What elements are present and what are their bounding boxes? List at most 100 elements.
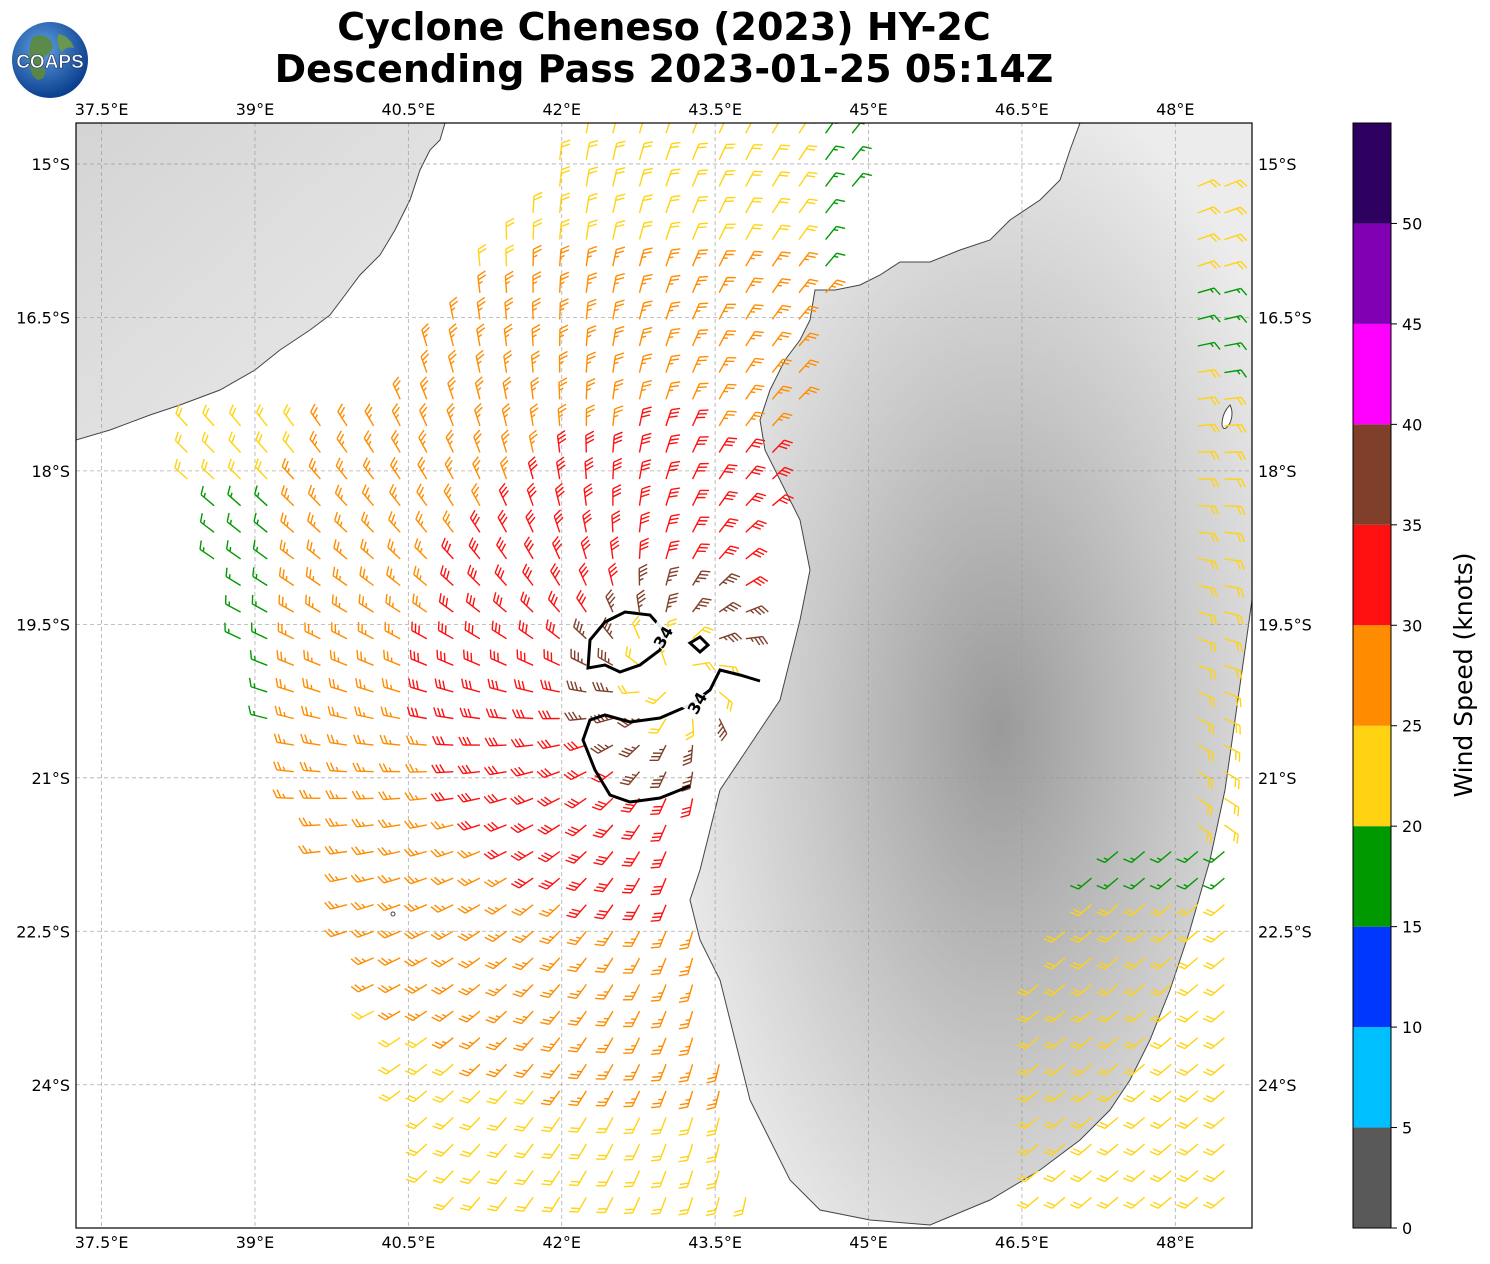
wind-barb [388, 511, 401, 533]
wind-barb [442, 510, 454, 533]
lon-tick-label-bottom: 42°E [543, 1233, 581, 1252]
wind-barb [459, 1170, 481, 1185]
wind-barb [585, 123, 591, 134]
wind-barb [377, 983, 401, 994]
wind-barb [1197, 287, 1221, 296]
wind-barb [1149, 877, 1172, 890]
wind-barb [305, 566, 321, 587]
wind-barb [467, 564, 481, 586]
lon-tick-label-top: 43.5°E [688, 100, 742, 119]
wind-barb [305, 594, 321, 613]
wind-barb [283, 403, 295, 427]
wind-barb [350, 956, 374, 966]
wind-barb [570, 648, 587, 666]
wind-barb [487, 1196, 508, 1212]
wind-barb [718, 545, 740, 560]
wind-barb [1149, 1037, 1172, 1050]
wind-barb [1016, 983, 1039, 997]
wind-barb [350, 929, 374, 938]
wind-barb [559, 165, 571, 187]
wind-barb [464, 621, 481, 640]
wind-barb [511, 709, 534, 720]
wind-barb [1224, 664, 1243, 680]
wind-barb [745, 170, 763, 187]
wind-barb [531, 323, 541, 347]
wind-barb [333, 539, 348, 560]
wind-barb [472, 456, 481, 480]
wind-barb [275, 677, 295, 693]
wind-barb [337, 403, 348, 427]
wind-barb [559, 324, 569, 347]
wind-barb [225, 567, 241, 587]
wind-barb [585, 404, 595, 426]
wind-barb [718, 383, 737, 400]
wind-barb [583, 483, 593, 506]
wind-barb [1069, 1116, 1092, 1130]
wind-barb [458, 736, 480, 746]
wind-barb [483, 793, 507, 804]
wind-barb [459, 1090, 481, 1104]
wind-barb [567, 1010, 587, 1026]
wind-barb [559, 139, 571, 160]
wind-barb [638, 123, 645, 134]
wind-barb [745, 304, 764, 320]
wind-barb [566, 930, 587, 946]
colorbar-bin [1353, 1027, 1391, 1128]
wind-barb [771, 123, 788, 134]
wind-barb [390, 429, 401, 453]
wind-barb [539, 930, 561, 945]
wind-barb [1149, 930, 1172, 943]
wind-barb [691, 329, 709, 347]
colorbar-tick-label: 5 [1402, 1119, 1412, 1138]
wind-barb [1069, 1143, 1092, 1156]
wind-barb [438, 593, 454, 613]
lon-labels-top: 37.5°E 39°E 40.5°E 42°E 43.5°E 45°E 46.5°E 48°E [75, 100, 1195, 119]
map-title-line-2: Descending Pass 2023-01-25 05:14Z [274, 47, 1054, 91]
wind-barb [745, 605, 769, 616]
wind-barb [447, 376, 456, 400]
wind-barb [324, 873, 348, 883]
wind-barb [224, 595, 241, 613]
wind-barb [377, 1037, 401, 1048]
wind-barb [1176, 1143, 1199, 1156]
wind-barb [377, 930, 401, 939]
wind-barb [326, 734, 348, 746]
wind-barb [665, 592, 679, 613]
wind-barb [565, 877, 587, 892]
wind-barb [825, 279, 846, 294]
wind-barb [381, 678, 401, 693]
wind-barb [510, 877, 534, 889]
wind-barb [679, 931, 694, 950]
wind-barb [612, 167, 626, 187]
wind-barb [798, 171, 818, 187]
wind-barb [357, 622, 374, 640]
wind-barb [364, 403, 375, 427]
wind-barb [1202, 957, 1225, 970]
wind-barb [201, 431, 215, 453]
wind-barb [718, 410, 737, 427]
wind-barb [558, 350, 568, 373]
wind-barb [350, 846, 374, 856]
wind-barb [541, 1196, 561, 1213]
wind-barb [225, 540, 242, 560]
wind-barb [597, 647, 614, 666]
wind-barb [545, 619, 561, 640]
wind-barb [567, 1037, 587, 1053]
wind-barb [1197, 478, 1220, 488]
wind-barb [489, 649, 507, 666]
wind-barb [483, 877, 507, 888]
wind-barb [691, 382, 709, 400]
wind-barb [691, 249, 709, 267]
wind-barb [302, 677, 321, 693]
wind-barb [307, 512, 321, 533]
lon-tick-label-top: 48°E [1156, 100, 1194, 119]
wind-barb [483, 765, 507, 776]
wind-barb [1149, 1170, 1172, 1183]
wind-barb [334, 511, 348, 533]
wind-barb [279, 539, 295, 560]
wind-barb [585, 192, 598, 214]
wind-barb [585, 139, 599, 160]
wind-barb [430, 957, 454, 968]
wind-barb [650, 851, 667, 869]
wind-barb [391, 403, 401, 427]
